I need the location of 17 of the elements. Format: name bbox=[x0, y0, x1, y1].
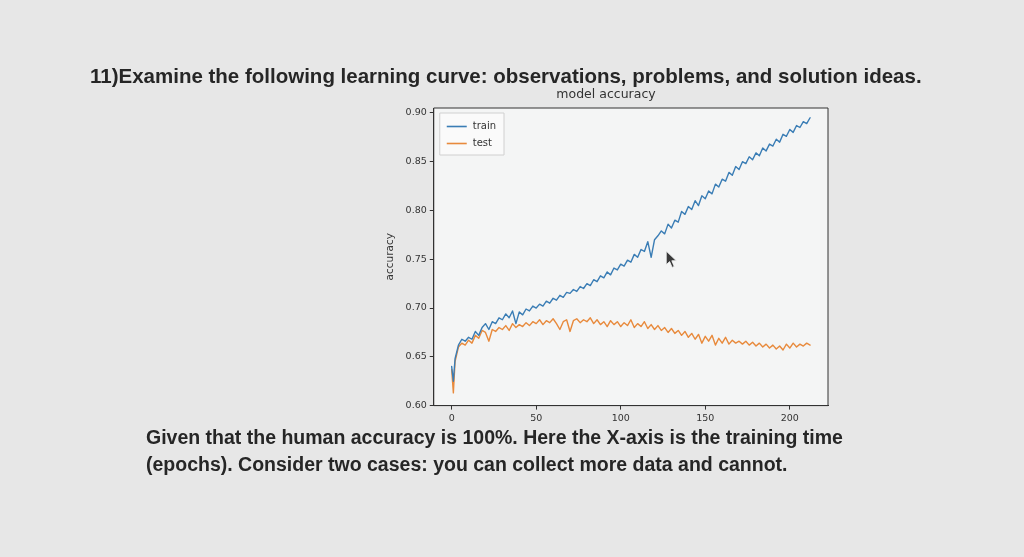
x-tick-label: 150 bbox=[696, 411, 715, 423]
y-tick-label: 0.60 bbox=[405, 399, 427, 411]
x-tick-label: 0 bbox=[448, 411, 455, 423]
y-tick-label: 0.70 bbox=[405, 301, 427, 313]
y-tick-label: 0.90 bbox=[405, 106, 427, 118]
y-tick-label: 0.75 bbox=[405, 252, 427, 264]
legend-label: train bbox=[472, 120, 497, 132]
text: Given that the human accuracy is 100%. Here the X-axis is the training time (epochs). Consider two cases: you can collect more data and cannot. bbox=[146, 425, 844, 477]
x-tick-label: 200 bbox=[780, 411, 799, 423]
y-tick-label: 0.85 bbox=[405, 155, 427, 167]
legend-label: test bbox=[472, 137, 493, 149]
x-tick-label: 100 bbox=[611, 411, 630, 423]
y-tick-label: 0.65 bbox=[405, 350, 427, 362]
y-axis-title: accuracy bbox=[383, 233, 396, 281]
x-tick-label: 50 bbox=[530, 411, 543, 423]
text: 11)Examine the following learning curve: observations, problems, and solution ideas. bbox=[90, 64, 922, 87]
y-tick-label: 0.80 bbox=[405, 203, 427, 215]
